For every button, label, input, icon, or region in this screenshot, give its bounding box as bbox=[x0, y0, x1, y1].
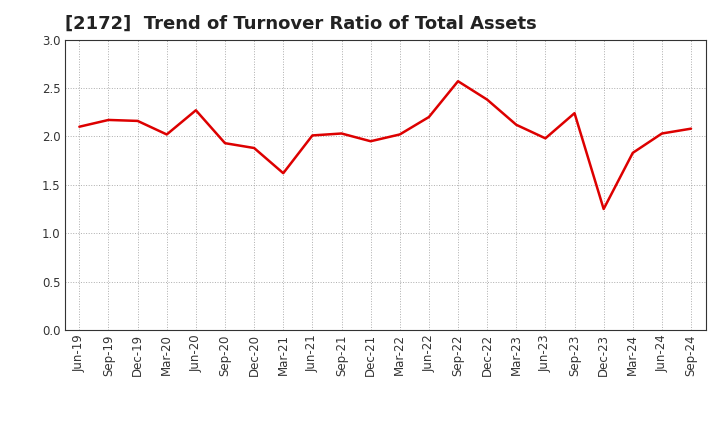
Text: [2172]  Trend of Turnover Ratio of Total Assets: [2172] Trend of Turnover Ratio of Total … bbox=[65, 15, 536, 33]
